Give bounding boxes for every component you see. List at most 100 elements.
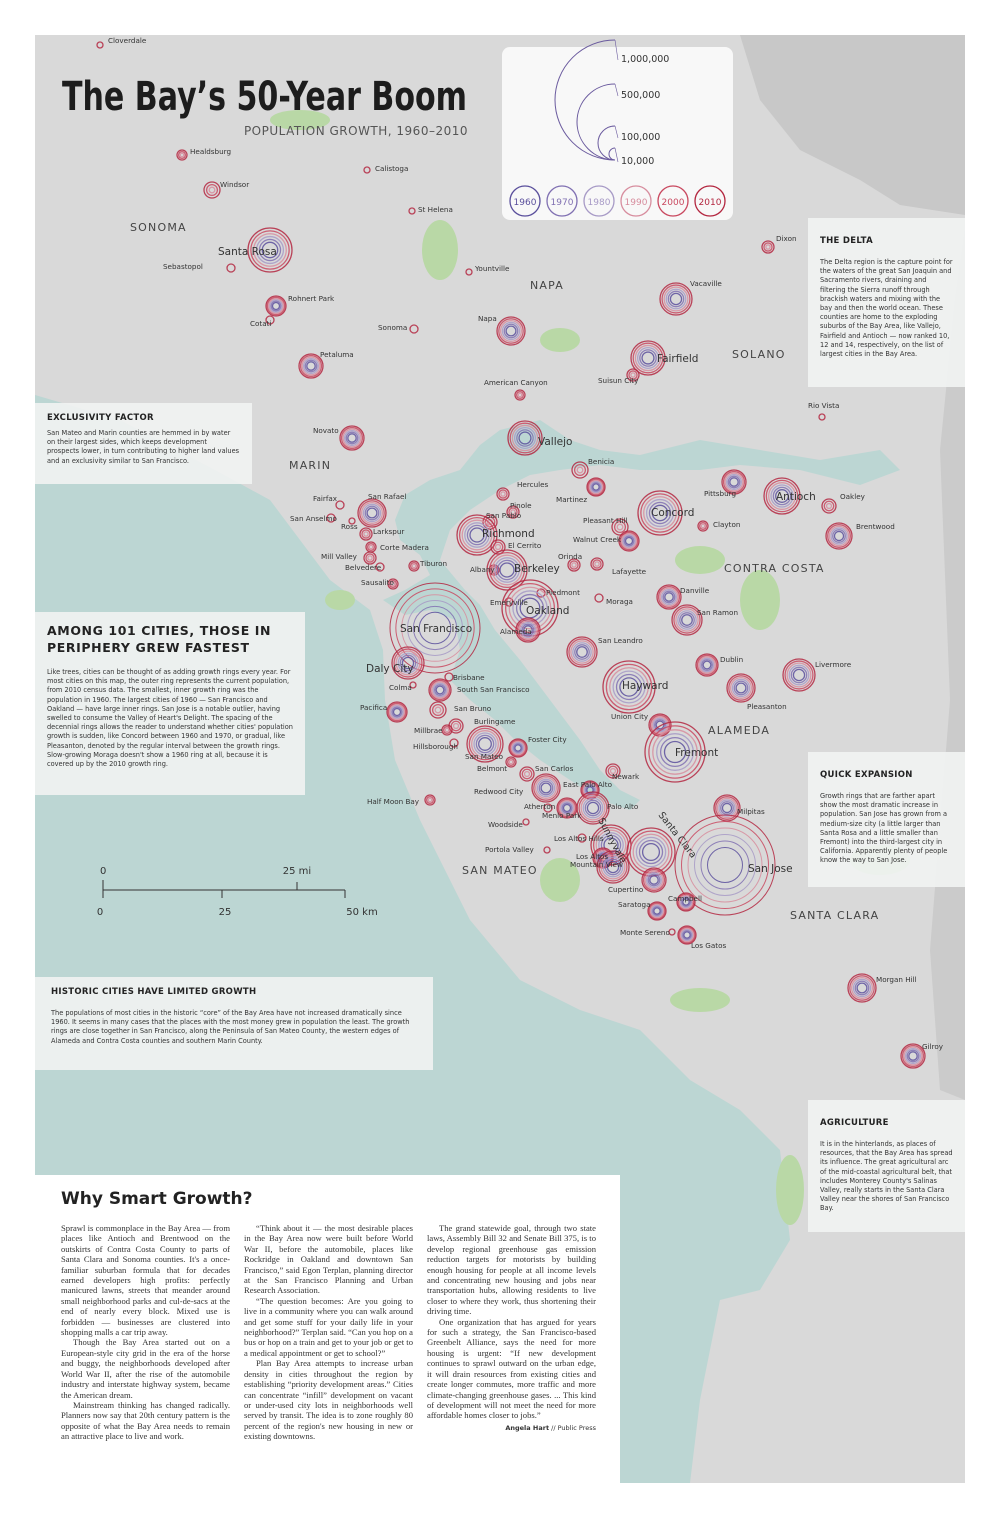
growth-ring	[478, 737, 492, 751]
article-paragraph: Mainstream thinking has changed radicall…	[61, 1399, 230, 1442]
growth-ring	[452, 722, 460, 730]
growth-ring	[619, 677, 639, 697]
growth-ring	[713, 794, 741, 822]
city-label: Milpitas	[737, 807, 765, 816]
growth-ring	[401, 594, 469, 662]
growth-ring	[253, 233, 287, 267]
growth-ring	[265, 295, 287, 317]
growth-ring	[659, 587, 679, 607]
growth-ring	[461, 519, 493, 551]
growth-ring	[596, 850, 630, 884]
growth-ring	[397, 652, 419, 674]
city-label: American Canyon	[484, 378, 548, 387]
growth-ring	[604, 858, 622, 876]
county-label: SOLANO	[732, 348, 786, 361]
growth-ring	[591, 482, 601, 492]
growth-ring	[347, 433, 357, 443]
growth-ring	[632, 342, 664, 374]
growth-ring	[428, 678, 452, 702]
growth-ring	[635, 836, 667, 868]
growth-ring	[727, 475, 741, 489]
growth-ring	[523, 770, 531, 778]
box-title: QUICK EXPANSION	[820, 770, 913, 780]
growth-ring	[825, 522, 853, 550]
growth-ring	[650, 904, 664, 918]
growth-ring	[830, 527, 848, 545]
growth-ring	[510, 509, 516, 515]
legend-leader	[614, 125, 619, 139]
city-label: Hillsborough	[413, 742, 458, 751]
growth-ring	[360, 501, 384, 525]
info-box: HISTORIC CITIES HAVE LIMITED GROWTH The …	[35, 977, 433, 1070]
city-label: Pittsburg	[704, 489, 736, 498]
city-label: Petaluma	[320, 350, 354, 359]
legend-year-label: 2000	[662, 198, 685, 208]
growth-ring	[395, 588, 475, 668]
growth-ring	[618, 530, 640, 552]
growth-ring	[721, 802, 733, 814]
growth-ring	[571, 562, 577, 568]
growth-ring	[505, 325, 517, 337]
growth-ring	[906, 1049, 920, 1063]
legend-size-arc	[608, 147, 616, 161]
city-label: Benicia	[588, 457, 614, 466]
city-label: Orinda	[558, 552, 582, 561]
city-label: Mill Valley	[321, 552, 358, 561]
city-label: Rohnert Park	[288, 294, 335, 303]
growth-ring	[648, 501, 672, 525]
growth-ring	[903, 1046, 923, 1066]
scale-label: 0	[100, 866, 106, 877]
growth-ring	[718, 799, 736, 817]
city-label: Dublin	[720, 655, 743, 664]
article: Why Smart Growth? Sprawl is commonplace …	[35, 1175, 620, 1483]
growth-ring	[763, 477, 801, 515]
growth-ring	[326, 513, 336, 523]
growth-ring	[854, 980, 870, 996]
growth-ring	[715, 796, 739, 820]
box-text: The populations of most cities in the hi…	[51, 1009, 410, 1045]
growth-ring	[821, 498, 837, 514]
city-label: Dixon	[776, 234, 797, 243]
city-label: Piedmont	[546, 588, 580, 597]
growth-ring	[765, 479, 799, 513]
growth-ring	[500, 491, 506, 497]
growth-ring	[507, 420, 543, 456]
growth-ring	[696, 654, 718, 676]
growth-ring	[176, 149, 188, 161]
growth-ring	[520, 622, 536, 638]
city-label: Yountville	[474, 264, 510, 273]
city-label: Oakland	[526, 605, 569, 617]
park	[422, 220, 458, 280]
growth-ring	[600, 854, 626, 880]
growth-ring	[444, 672, 454, 682]
city-label: Concord	[651, 507, 694, 519]
growth-ring	[388, 579, 398, 589]
city-label: Vacaville	[690, 279, 722, 288]
growth-ring	[652, 729, 698, 775]
growth-ring	[683, 931, 691, 939]
city-label: Larkspur	[373, 527, 404, 536]
city-label: Berkeley	[514, 563, 560, 575]
growth-ring	[761, 240, 775, 254]
growth-ring	[444, 727, 450, 733]
city-label: East Palo Alto	[563, 780, 612, 789]
scale-label: 25	[219, 907, 232, 918]
growth-ring	[401, 656, 415, 670]
growth-ring	[850, 976, 874, 1000]
growth-ring	[687, 827, 763, 903]
city-label: Portola Valley	[485, 845, 535, 854]
growth-ring	[521, 623, 535, 637]
growth-ring	[519, 766, 535, 782]
article-paragraph: Plan Bay Area attempts to increase urban…	[244, 1358, 413, 1442]
growth-ring	[908, 1051, 918, 1061]
city-label: El Cerrito	[508, 541, 541, 550]
growth-ring	[344, 430, 360, 446]
growth-ring	[642, 868, 666, 892]
city-label: Burlingame	[474, 717, 516, 726]
growth-ring	[852, 978, 872, 998]
growth-ring	[449, 738, 459, 748]
growth-ring	[856, 982, 868, 994]
growth-ring	[681, 897, 691, 907]
growth-ring	[765, 244, 771, 250]
growth-ring	[637, 490, 683, 536]
